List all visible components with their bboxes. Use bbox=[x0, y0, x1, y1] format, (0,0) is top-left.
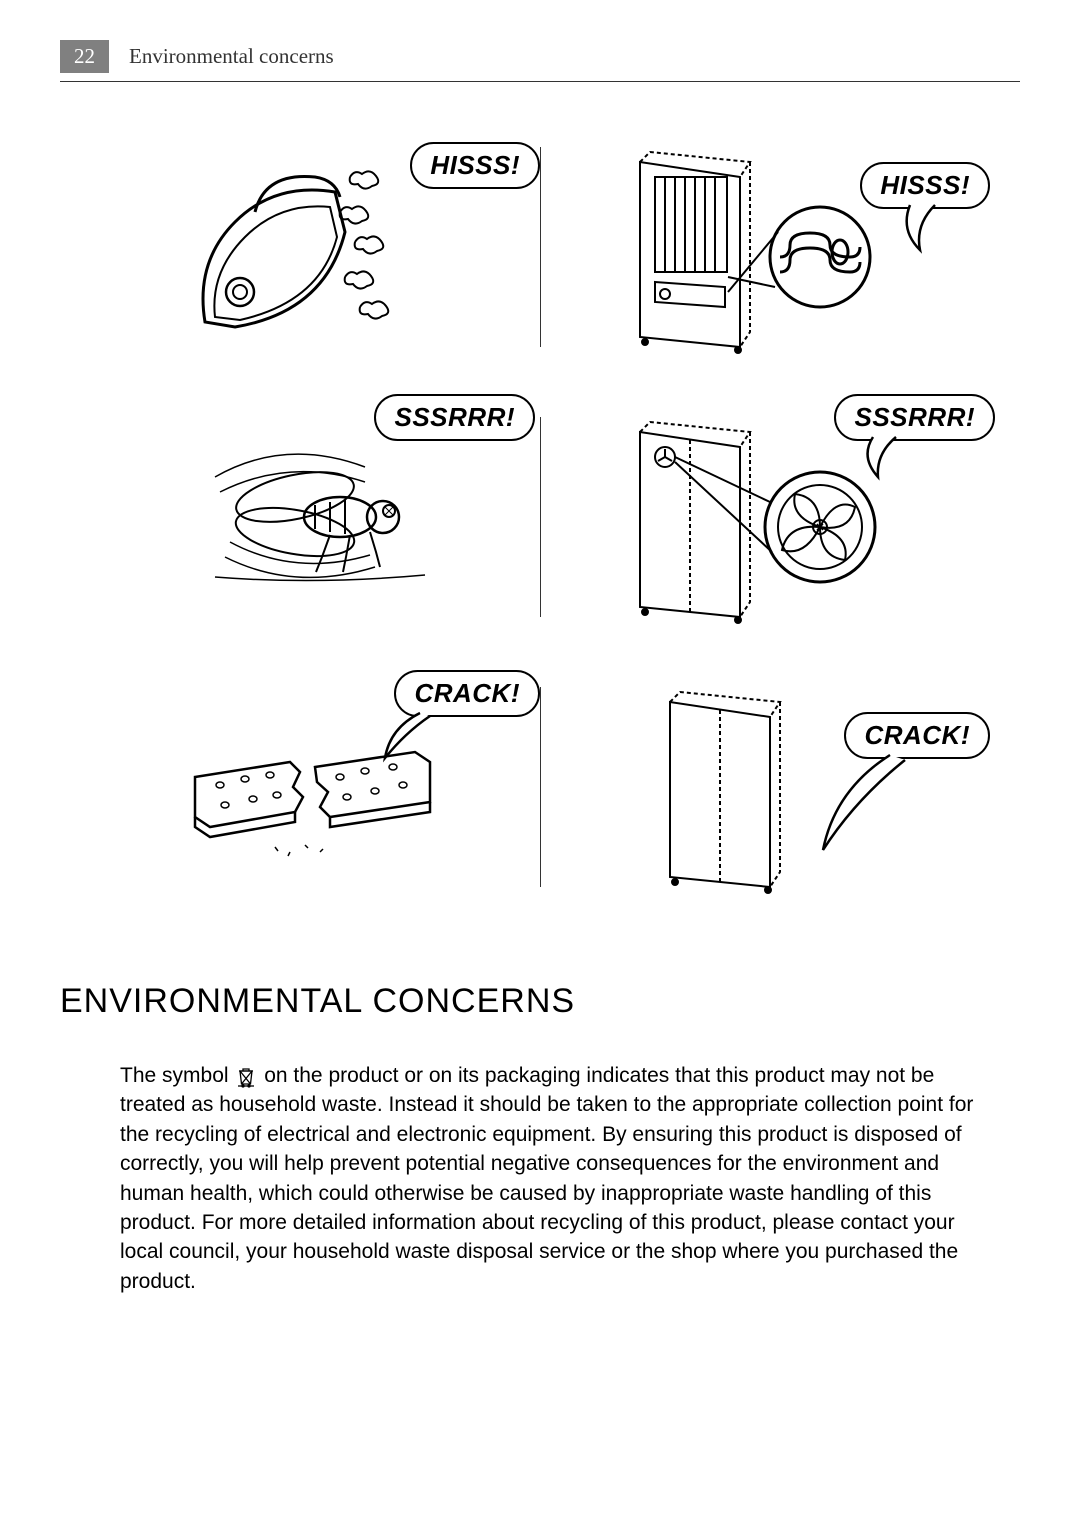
illustration-fly: SSSRRR! bbox=[120, 402, 510, 632]
sound-label: SSSRRR! bbox=[394, 402, 515, 432]
illustration-cracker: CRACK! bbox=[120, 672, 510, 902]
weee-bin-icon bbox=[236, 1064, 256, 1088]
speech-bubble: HISSS! bbox=[410, 142, 540, 189]
illustration-row: SSSRRR! bbox=[120, 402, 960, 632]
sound-label: HISSS! bbox=[880, 170, 970, 200]
speech-tail-icon bbox=[858, 432, 908, 482]
fly-icon bbox=[165, 417, 465, 617]
sound-label: CRACK! bbox=[864, 720, 970, 750]
vertical-divider bbox=[540, 147, 541, 347]
body-text-pre: The symbol bbox=[120, 1064, 234, 1087]
illustration-row: CRACK! CRACK! bbox=[120, 672, 960, 902]
speech-bubble: SSSRRR! bbox=[374, 394, 535, 441]
header-rule bbox=[60, 81, 1020, 82]
sound-label: CRACK! bbox=[414, 678, 520, 708]
illustrations-grid: HISSS! bbox=[120, 132, 960, 902]
sound-label: SSSRRR! bbox=[854, 402, 975, 432]
section-heading: ENVIRONMENTAL CONCERNS bbox=[60, 982, 1020, 1021]
illustration-fridge-coil: HISSS! bbox=[570, 132, 960, 362]
illustration-fridge-fan: SSSRRR! bbox=[570, 402, 960, 632]
page-number-box: 22 bbox=[60, 40, 109, 73]
speech-tail-icon bbox=[380, 708, 440, 768]
sound-label: HISSS! bbox=[430, 150, 520, 180]
running-title: Environmental concerns bbox=[129, 44, 334, 69]
illustration-row: HISSS! bbox=[120, 132, 960, 362]
speech-tail-icon bbox=[815, 750, 915, 860]
vertical-divider bbox=[540, 687, 541, 887]
vertical-divider bbox=[540, 417, 541, 617]
body-paragraph: The symbol on the product or on its pack… bbox=[120, 1061, 1000, 1296]
page-number: 22 bbox=[74, 44, 95, 68]
illustration-fridge-plain: CRACK! bbox=[570, 672, 960, 902]
page-header: 22 Environmental concerns bbox=[60, 40, 1020, 73]
illustration-iron: HISSS! bbox=[120, 132, 510, 362]
body-text-post: on the product or on its packaging indic… bbox=[120, 1064, 973, 1293]
speech-tail-icon bbox=[900, 200, 950, 260]
